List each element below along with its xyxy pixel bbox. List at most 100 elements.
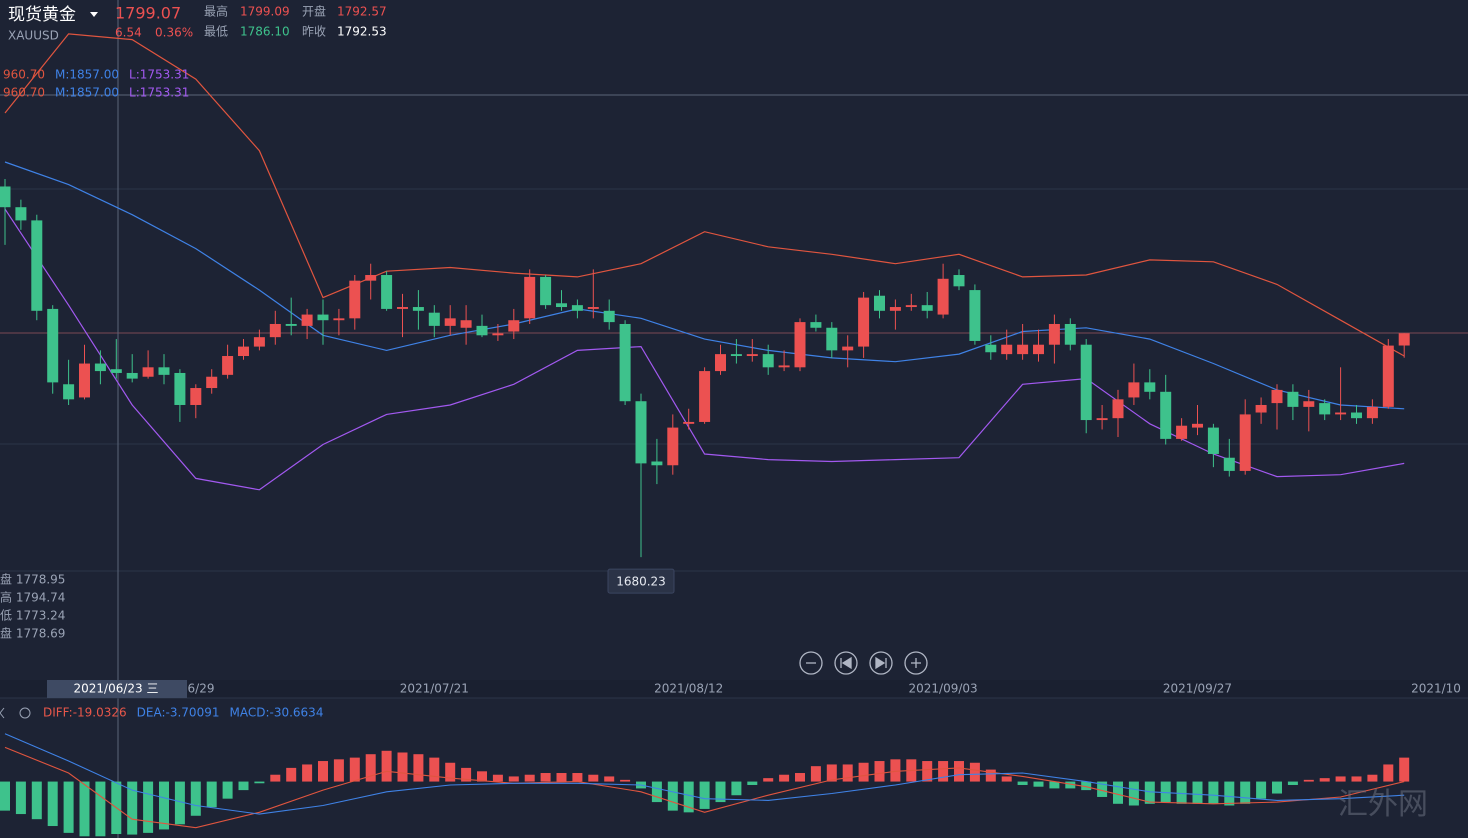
macd-bar (461, 767, 472, 782)
candle-body (603, 310, 615, 323)
macd-bar (206, 781, 217, 808)
candle-body (158, 367, 170, 375)
macd-bar (1065, 781, 1076, 789)
candle-body (1239, 414, 1251, 471)
macd-bar (190, 781, 201, 816)
macd-bar (174, 781, 185, 825)
candle-body (460, 320, 472, 328)
macd-bar (1144, 781, 1155, 804)
candle-body (715, 354, 726, 372)
x-tick-label: 2021/10 (1411, 682, 1461, 696)
next-button[interactable] (869, 651, 893, 675)
macd-bar (47, 781, 58, 827)
candle-body (858, 297, 870, 347)
candle-body (428, 312, 440, 326)
candle-body (397, 307, 408, 309)
candle-body (269, 323, 281, 338)
candle-body (730, 354, 742, 357)
macd-bar (1001, 776, 1012, 782)
macd-icons (0, 707, 31, 719)
macd-bar (826, 764, 837, 782)
macd-bar (699, 781, 710, 809)
candle-body (492, 333, 504, 336)
tooltip-label: 1680.23 (616, 575, 666, 589)
ohlc-label: 低 1773.24 (0, 609, 65, 623)
macd-bar (890, 759, 901, 782)
macd-bar (1256, 781, 1267, 799)
stat-label: 昨收 (302, 25, 326, 39)
macd-bar (508, 776, 519, 782)
macd-label: DIFF:-19.0326 (43, 706, 127, 720)
macd-bar (381, 750, 392, 782)
macd-bar (413, 754, 424, 782)
candle-body (349, 280, 361, 319)
macd-bar (1351, 776, 1362, 782)
candle-body (126, 372, 138, 379)
macd-bar (1049, 781, 1060, 789)
collapse-icon[interactable] (0, 707, 5, 719)
candle-body (253, 337, 265, 347)
macd-bar (429, 757, 440, 782)
macd-bar (63, 781, 74, 833)
zoom-in-button[interactable] (904, 651, 928, 675)
x-tick-label: 2021/07/21 (400, 682, 469, 696)
tooltip-box (607, 568, 675, 594)
candle-body (365, 275, 377, 281)
candle-body (985, 344, 997, 353)
controls (799, 651, 928, 675)
candle-body (635, 401, 647, 464)
candle-body (333, 318, 345, 321)
candle-body (1255, 404, 1267, 413)
macd-bar (127, 781, 138, 835)
indicator-label: L:1753.31 (129, 68, 189, 82)
macd-bar (683, 781, 694, 813)
candle-body (683, 421, 695, 424)
plot: 1680.232021/06/292021/07/212021/08/12202… (0, 33, 1461, 837)
candle-body (94, 363, 106, 372)
settings-icon[interactable] (19, 707, 31, 719)
macd-bar (1319, 778, 1330, 782)
macd-bar (1287, 781, 1298, 785)
candle-body (1192, 423, 1203, 428)
ohlc-info: 盘 1778.95 高 1794.74 低 1773.24 盘 1778.69 (0, 572, 65, 641)
candle-body (47, 308, 59, 383)
candle-body (810, 322, 822, 328)
macd-bar (1097, 781, 1108, 797)
macd-bar (1272, 781, 1282, 794)
candle-body (953, 275, 965, 287)
zoom-out-button[interactable] (799, 651, 823, 675)
candle-body (79, 363, 90, 398)
macd-bar (1383, 764, 1394, 782)
macd-bar (874, 761, 885, 782)
stat-value: 1792.53 (337, 25, 387, 39)
candle-body (842, 346, 854, 351)
crosshair-label-box (47, 680, 187, 698)
macd-bar (1224, 781, 1235, 806)
candle-body (0, 186, 11, 208)
candle-body (699, 371, 711, 422)
macd-bar (747, 781, 758, 785)
dropdown-icon[interactable] (90, 12, 98, 17)
macd-bar (286, 767, 297, 782)
candle-body (317, 314, 329, 321)
candle-body (1017, 344, 1029, 355)
candle-body (556, 303, 567, 308)
stat-value: 1792.57 (337, 5, 387, 19)
macd-bar (143, 781, 154, 833)
candle-body (1048, 323, 1060, 345)
macd-bar (1208, 781, 1219, 804)
candle-body (508, 320, 520, 332)
macd-line (4, 733, 1405, 815)
stat-value: 1786.10 (240, 25, 290, 39)
candle-body (15, 207, 27, 221)
candle-body (524, 276, 536, 319)
ohlc-label: 盘 1778.95 (0, 572, 65, 587)
macd-line (4, 746, 1405, 829)
macd-bar (1033, 781, 1044, 787)
macd-bar (1399, 757, 1410, 782)
prev-button[interactable] (834, 651, 858, 675)
candle-body (285, 323, 297, 326)
ohlc-label: 高 1794.74 (0, 590, 65, 605)
